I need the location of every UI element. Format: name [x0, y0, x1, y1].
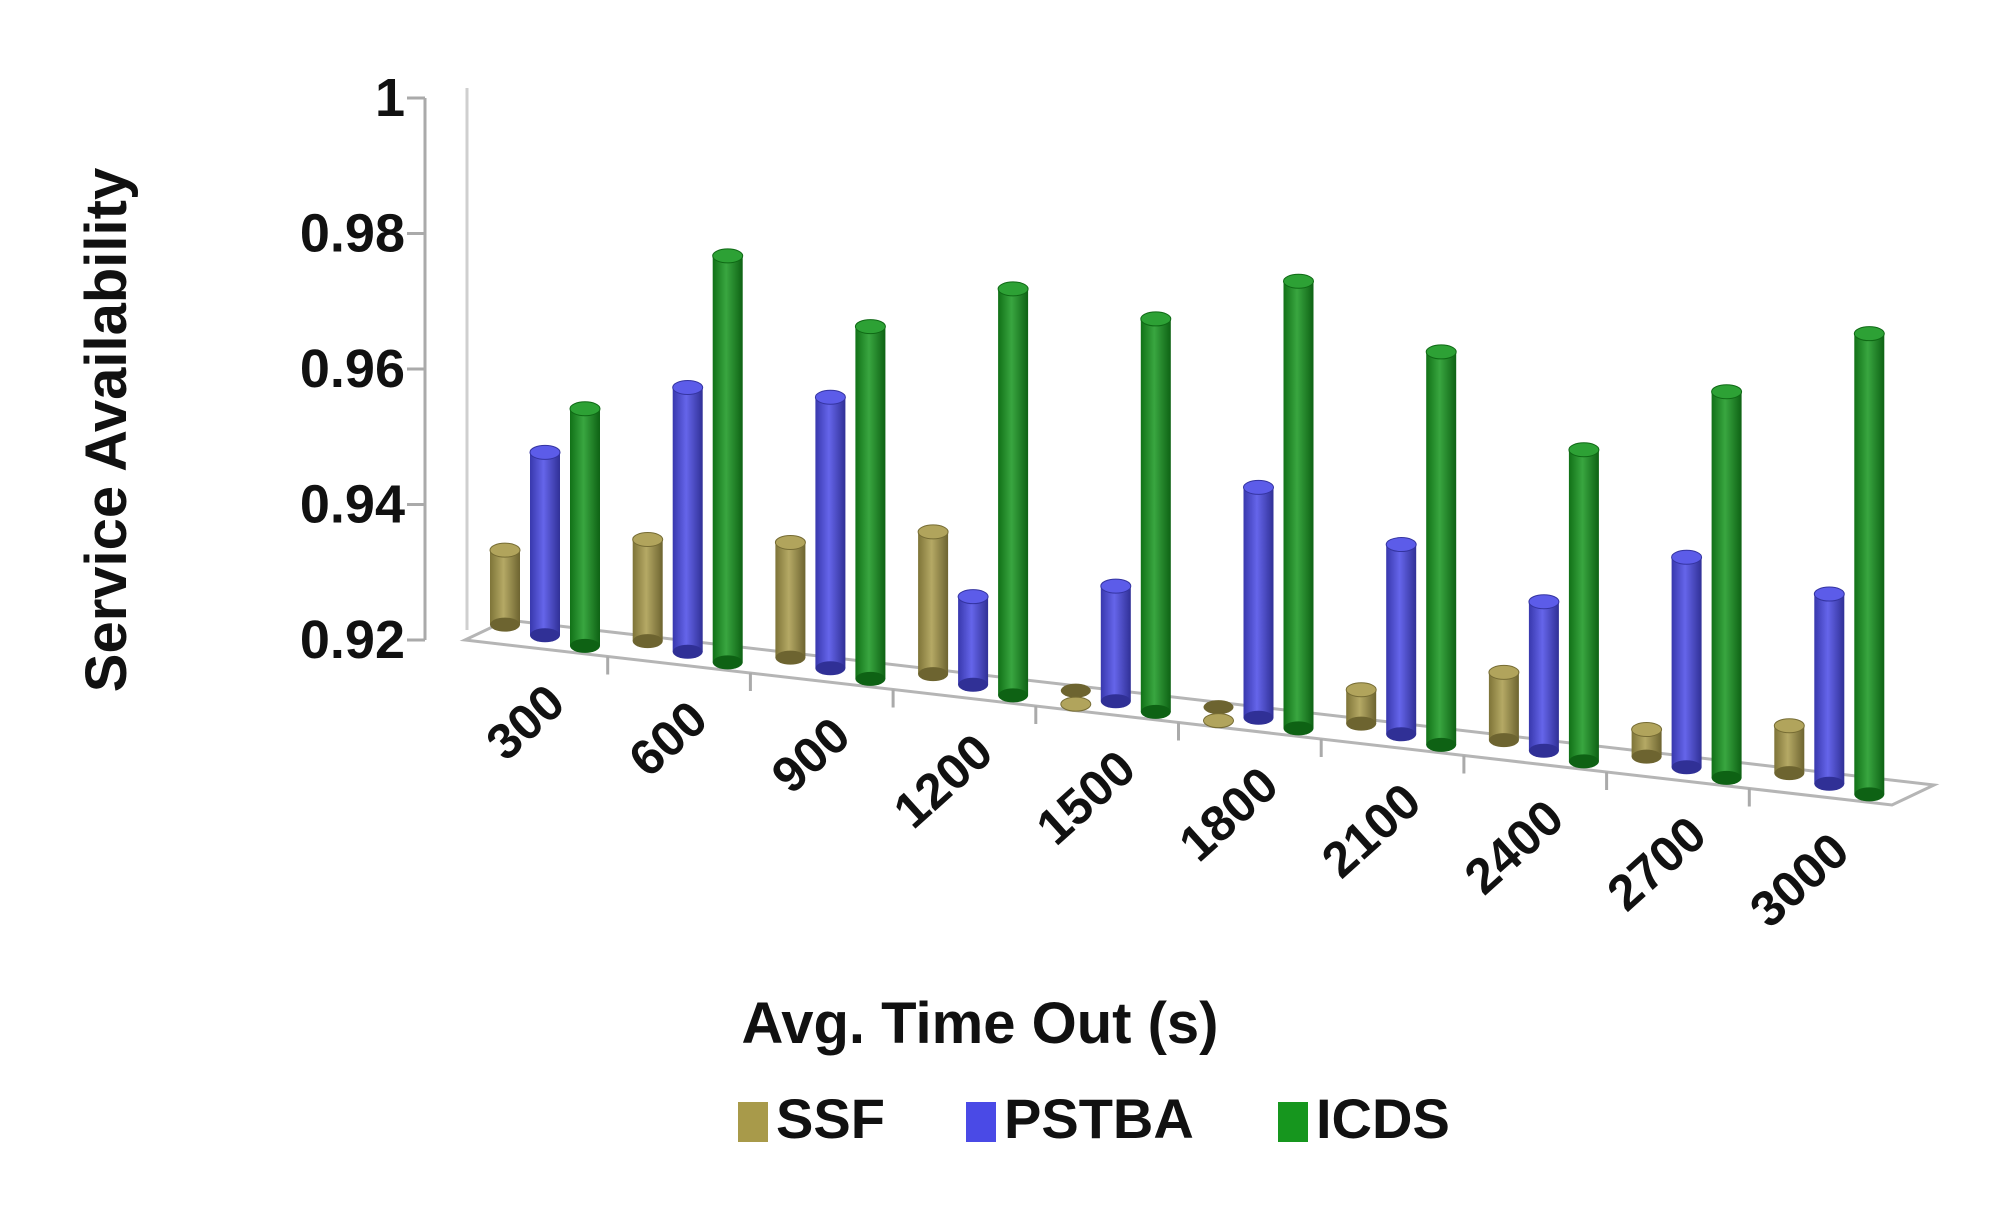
legend-label: ICDS [1316, 1087, 1450, 1150]
bar-icds-1800 [1283, 273, 1314, 736]
bar-pstba-2400 [1528, 594, 1560, 758]
bar-ssf-1500 [1060, 683, 1092, 712]
x-tick-label: 2700 [1597, 805, 1717, 921]
bar-icds-2700 [1711, 384, 1743, 785]
x-tick-label: 900 [761, 706, 860, 803]
legend-swatch [966, 1102, 996, 1142]
chart-legend: SSF PSTBA ICDS [738, 1087, 1450, 1150]
y-tick-label: 0.94 [300, 475, 405, 535]
y-axis-title: Service Availability [74, 168, 139, 692]
bar-ssf-2100 [1345, 682, 1377, 731]
bar-pstba-600 [672, 380, 704, 659]
bar-pstba-2700 [1671, 549, 1703, 775]
legend-label: PSTBA [1004, 1087, 1194, 1150]
x-axis-title: Avg. Time Out (s) [742, 991, 1219, 1056]
legend-item-icds: ICDS [1278, 1087, 1450, 1150]
y-tick-label: 1 [375, 68, 405, 128]
x-tick-label: 1800 [1168, 756, 1288, 872]
bar-pstba-300 [529, 444, 561, 643]
x-tick-label: 600 [618, 690, 717, 787]
legend-swatch [1278, 1102, 1308, 1142]
y-tick-label: 0.92 [300, 610, 405, 670]
bar-ssf-2400 [1488, 664, 1520, 748]
bar-icds-1500 [1140, 311, 1172, 719]
y-tick-label: 0.96 [300, 339, 405, 399]
x-tick-label: 2100 [1311, 772, 1431, 888]
bar-ssf-1200 [917, 524, 949, 682]
bar-pstba-900 [814, 389, 846, 676]
bar-pstba-1200 [957, 589, 989, 692]
x-tick-label: 1200 [883, 723, 1003, 839]
bar-ssf-300 [489, 542, 521, 632]
bar-ssf-1800 [1203, 700, 1234, 729]
x-tick-label: 2400 [1454, 789, 1574, 905]
bar-ssf-2700 [1631, 722, 1663, 764]
bar-ssf-600 [632, 532, 664, 649]
bar-icds-900 [854, 319, 886, 686]
x-tick-label: 300 [476, 673, 575, 770]
bar-icds-300 [569, 401, 601, 653]
legend-item-ssf: SSF [738, 1087, 885, 1150]
bar-icds-1200 [997, 281, 1029, 703]
bar-icds-2400 [1568, 442, 1600, 769]
legend-item-pstba: PSTBA [966, 1087, 1194, 1150]
bar-pstba-3000 [1813, 586, 1845, 791]
x-tick-label: 3000 [1739, 822, 1859, 938]
chart-bars [489, 248, 1885, 802]
chart-axes [423, 88, 1940, 807]
x-tick-label: 1500 [1026, 739, 1146, 855]
bar-ssf-3000 [1773, 718, 1805, 781]
bar-icds-3000 [1853, 326, 1885, 802]
bar-icds-2100 [1425, 344, 1457, 752]
legend-swatch [738, 1102, 768, 1142]
y-tick-label: 0.98 [300, 204, 405, 264]
bar-pstba-2100 [1385, 537, 1417, 742]
legend-label: SSF [776, 1087, 885, 1150]
bar-icds-600 [712, 248, 744, 670]
bar-pstba-1500 [1100, 578, 1132, 709]
bar-ssf-900 [774, 534, 806, 665]
bar-pstba-1800 [1243, 479, 1274, 725]
y-tick-labels: 0.92 0.94 0.96 0.98 1 [300, 68, 425, 670]
